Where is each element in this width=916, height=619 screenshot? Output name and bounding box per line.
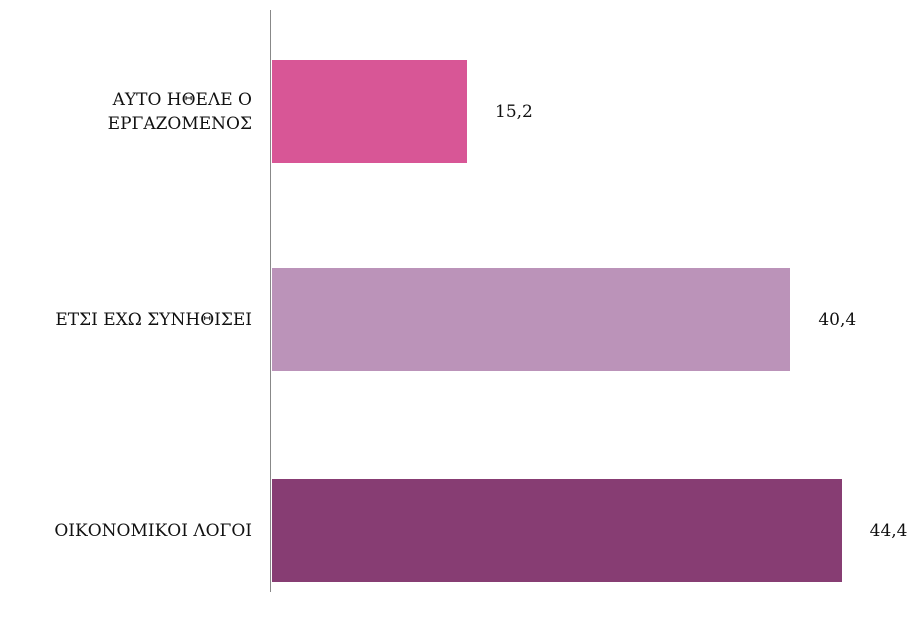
bar <box>272 479 842 582</box>
category-label: ΑΥΤΟ ΗΘΕΛΕ Ο ΕΡΓΑΖΟΜΕΝΟΣ <box>107 89 252 134</box>
category-label: ΟΙΚΟΝΟΜΙΚΟΙ ΛΟΓΟΙ <box>54 520 252 541</box>
bar <box>272 60 468 163</box>
value-label: 15,2 <box>495 101 533 122</box>
value-label: 44,4 <box>869 520 908 541</box>
bar <box>272 268 791 371</box>
category-label: ΕΤΣΙ ΕΧΩ ΣΥΝΗΘΙΣΕΙ <box>55 309 252 330</box>
value-label: 40,4 <box>818 309 857 330</box>
category-axis <box>270 10 271 592</box>
